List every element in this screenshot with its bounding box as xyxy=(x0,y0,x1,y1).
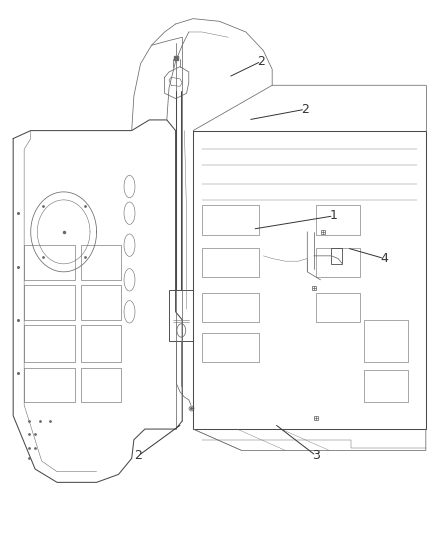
Bar xyxy=(331,248,342,264)
Bar xyxy=(201,333,258,362)
Bar xyxy=(364,320,407,362)
Bar xyxy=(81,285,120,320)
Text: 2: 2 xyxy=(134,449,142,462)
Text: 1: 1 xyxy=(329,209,337,222)
Bar xyxy=(24,245,74,280)
Bar xyxy=(201,248,258,277)
Bar xyxy=(81,368,120,402)
Bar xyxy=(81,325,120,362)
Bar xyxy=(24,285,74,320)
Bar xyxy=(364,370,407,402)
Bar xyxy=(24,325,74,362)
Bar xyxy=(315,293,359,322)
Bar xyxy=(201,293,258,322)
Bar xyxy=(169,290,193,341)
Text: 3: 3 xyxy=(311,449,319,462)
Bar xyxy=(24,368,74,402)
Bar xyxy=(315,248,359,277)
Bar xyxy=(315,205,359,235)
Text: 2: 2 xyxy=(257,55,265,68)
Bar xyxy=(201,205,258,235)
Text: 4: 4 xyxy=(379,252,387,265)
Text: 2: 2 xyxy=(300,103,308,116)
Bar xyxy=(81,245,120,280)
